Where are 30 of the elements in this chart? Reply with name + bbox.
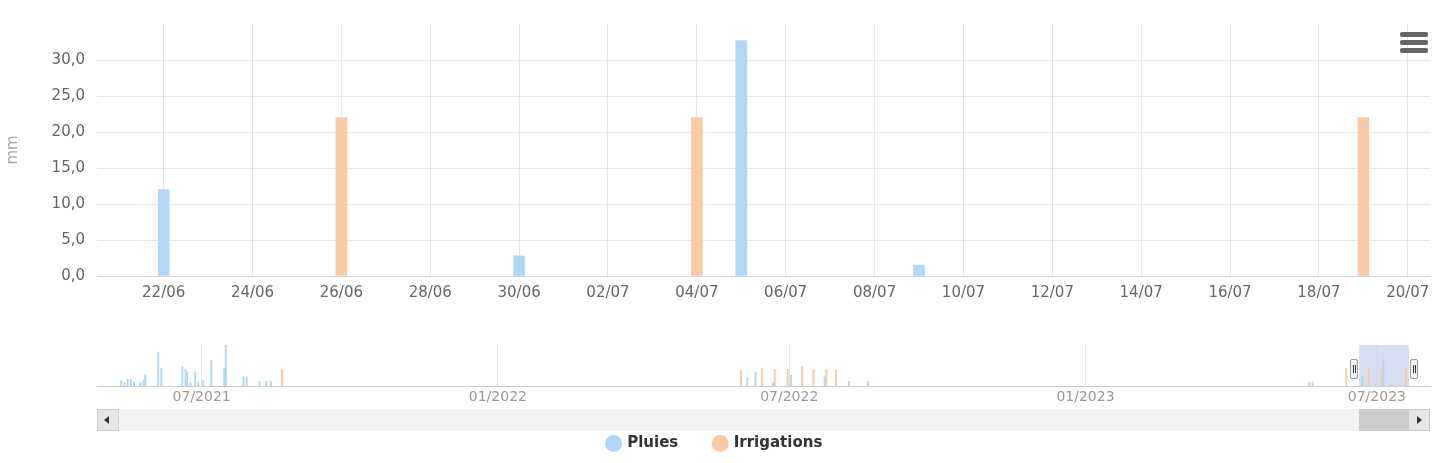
legend-label: Pluies — [627, 433, 679, 452]
y-tick-label: 0,0 — [61, 265, 85, 284]
y-tick-label: 5,0 — [61, 229, 85, 248]
x-tick-label: 10/07 — [941, 282, 986, 301]
x-tick-label: 18/07 — [1297, 282, 1341, 301]
y-tick-label: 30,0 — [51, 49, 85, 68]
x-tick-label: 01/2023 — [1056, 388, 1115, 405]
x-tick-label: 16/07 — [1208, 282, 1252, 301]
y-tick-label: 10,0 — [51, 193, 85, 212]
y-tick-label: 20,0 — [51, 121, 85, 140]
x-tick-label: 14/07 — [1119, 282, 1163, 301]
x-tick-label: 20/07 — [1386, 282, 1430, 301]
x-tick-label: 01/2022 — [468, 388, 527, 405]
x-tick-label: 07/2022 — [760, 388, 819, 405]
y-axis-title: mm — [2, 135, 21, 165]
x-tick-label: 08/07 — [852, 282, 897, 301]
x-tick-label: 28/06 — [408, 282, 452, 301]
x-tick-label: 30/06 — [497, 282, 541, 301]
x-tick-label: 02/07 — [586, 282, 630, 301]
x-tick-label: 26/06 — [319, 282, 363, 301]
x-tick-label: 04/07 — [675, 282, 719, 301]
x-tick-label: 07/2021 — [172, 388, 231, 405]
x-tick-label: 24/06 — [230, 282, 275, 301]
x-tick-label: 22/06 — [142, 282, 186, 301]
y-tick-label: 25,0 — [51, 85, 85, 104]
x-tick-label: 06/07 — [764, 282, 808, 301]
legend-label: Irrigations — [733, 433, 823, 452]
y-tick-label: 15,0 — [51, 157, 85, 176]
x-tick-label: 12/07 — [1030, 282, 1074, 301]
x-tick-label: 07/2023 — [1347, 388, 1406, 405]
